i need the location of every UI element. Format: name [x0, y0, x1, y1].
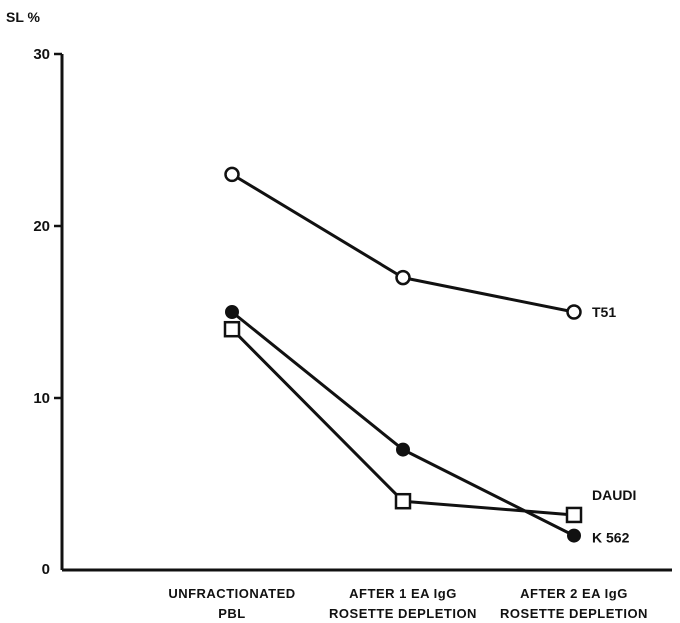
- series-label: T51: [592, 304, 616, 320]
- data-point-square: [223, 320, 241, 338]
- data-point-filled: [567, 528, 581, 543]
- y-tick-label: 0: [42, 561, 50, 578]
- y-tick-label: 10: [33, 390, 50, 407]
- y-axis-label: SL %: [6, 9, 41, 25]
- x-category-label: UNFRACTIONATED PBL: [168, 586, 295, 621]
- data-point-square: [565, 506, 583, 524]
- y-tick-label: 30: [33, 46, 50, 63]
- x-category-label: AFTER 1 EA IgG ROSETTE DEPLETION: [329, 586, 477, 621]
- series-line: [231, 173, 575, 314]
- data-point-filled: [225, 305, 239, 319]
- data-point-open: [566, 304, 582, 320]
- x-category-label: AFTER 2 EA IgG ROSETTE DEPLETION: [500, 586, 648, 621]
- data-point-filled: [396, 442, 410, 457]
- data-point-open: [224, 166, 240, 183]
- y-tick-label: 20: [33, 218, 50, 235]
- data-point-open: [395, 269, 411, 286]
- data-point-square: [394, 492, 412, 510]
- series-label: DAUDI: [592, 487, 636, 503]
- series-line: [230, 328, 575, 517]
- series-label: K 562: [592, 530, 630, 546]
